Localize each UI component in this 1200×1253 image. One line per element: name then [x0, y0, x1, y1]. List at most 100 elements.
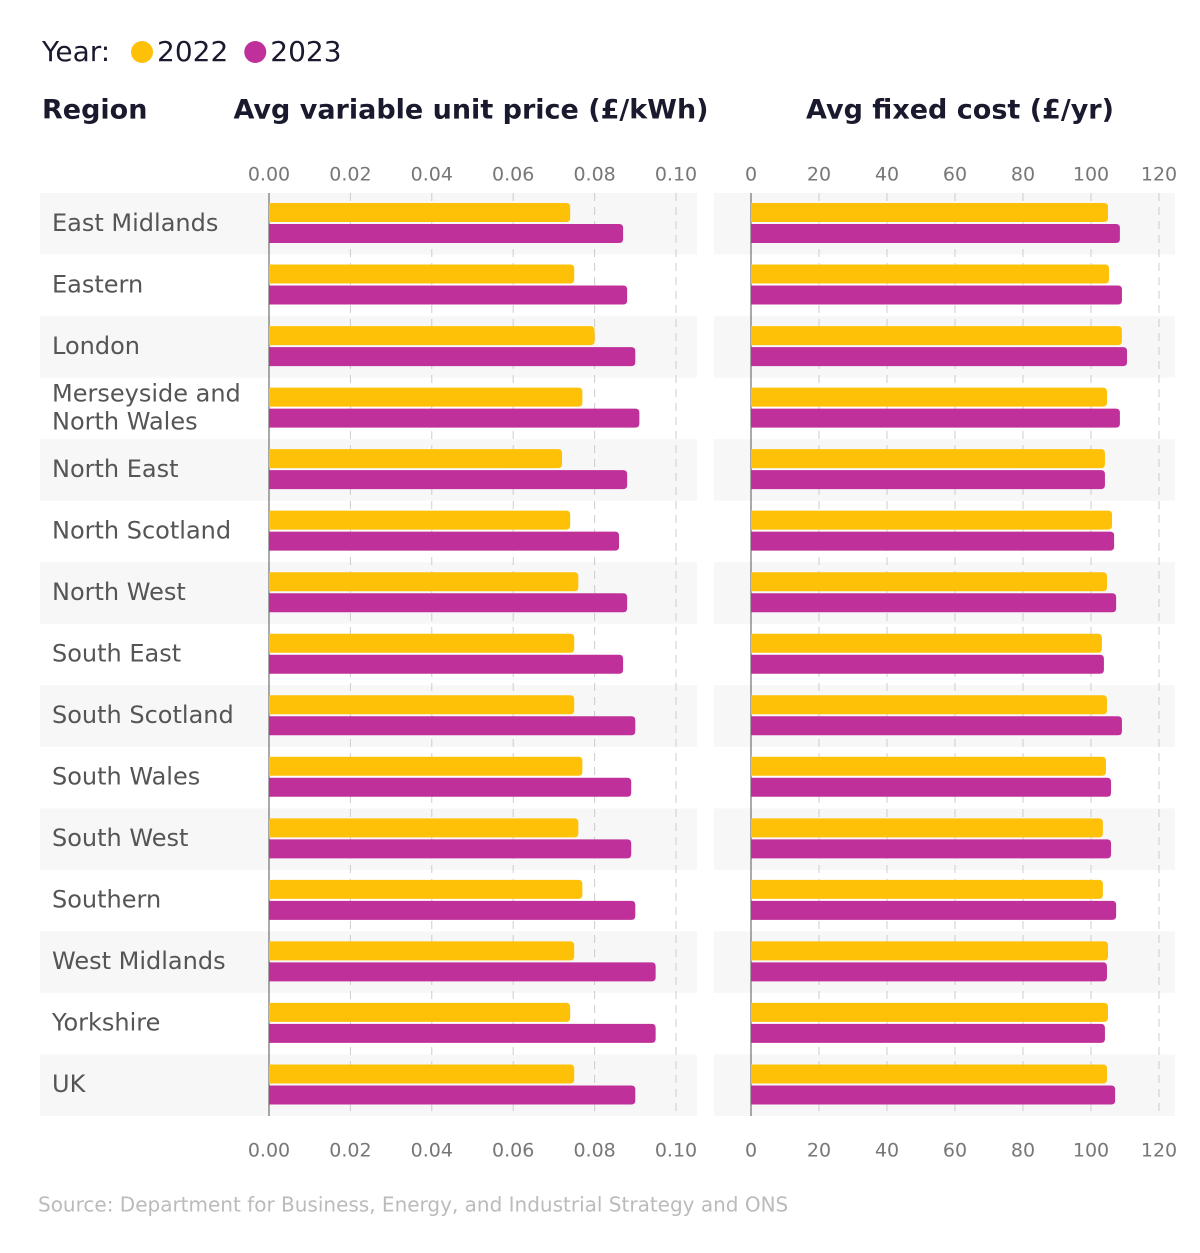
source: Source: Department for Business, Energy,…	[38, 1193, 788, 1217]
category-label: Yorkshire	[51, 1009, 160, 1037]
bar	[269, 756, 583, 776]
row-band	[714, 316, 1175, 378]
chart-title: Avg variable unit price (£/kWh)	[233, 95, 708, 126]
x-tick-label: 20	[807, 164, 831, 186]
bar	[269, 900, 636, 920]
category-label: North West	[52, 578, 186, 606]
x-tick-label: 0.08	[573, 164, 615, 186]
x-tick-label: 100	[1073, 1140, 1109, 1162]
x-tick-label: 20	[807, 1140, 831, 1162]
x-tick-label: 0.02	[329, 1140, 371, 1162]
category-label: North East	[52, 455, 179, 483]
bar	[269, 203, 571, 222]
bar	[269, 593, 628, 613]
bar	[751, 264, 1110, 284]
bar	[269, 408, 640, 428]
bar	[269, 347, 636, 367]
x-tick-label: 40	[875, 1140, 899, 1162]
bar	[269, 839, 632, 859]
chart-title: Avg fixed cost (£/yr)	[806, 95, 1114, 126]
bar	[751, 387, 1107, 407]
bar	[269, 879, 583, 899]
category-label: South Scotland	[52, 701, 234, 729]
bar	[751, 962, 1107, 982]
bar	[751, 408, 1120, 428]
bar	[751, 1002, 1108, 1022]
bar	[269, 1064, 575, 1084]
row-band	[714, 193, 1175, 255]
category-label: London	[52, 332, 140, 360]
category-label: West Midlands	[52, 947, 226, 975]
bar	[751, 224, 1120, 243]
bar	[269, 264, 575, 284]
bar	[269, 510, 571, 530]
category-label: Eastern	[52, 270, 143, 298]
x-tick-label: 0.04	[411, 164, 453, 186]
legend-swatch	[244, 41, 267, 63]
category-label: Southern	[52, 886, 161, 914]
category-label: UK	[52, 1070, 87, 1098]
x-tick-label: 0.10	[655, 164, 697, 186]
x-tick-label: 100	[1073, 164, 1109, 186]
bar	[751, 326, 1122, 346]
x-tick-label: 80	[1011, 1140, 1035, 1162]
bar	[269, 654, 624, 674]
bar	[269, 695, 575, 715]
bar	[751, 203, 1108, 222]
bar	[751, 900, 1117, 920]
category-label: South West	[52, 824, 188, 852]
x-tick-label: 120	[1141, 1140, 1177, 1162]
bar	[269, 531, 620, 551]
bar	[751, 695, 1107, 715]
category-label: North Scotland	[52, 516, 231, 544]
bar	[751, 777, 1112, 797]
bar	[751, 470, 1105, 490]
bar	[269, 387, 583, 407]
x-tick-label: 40	[875, 164, 899, 186]
bar	[751, 879, 1103, 899]
category-label: Merseyside and North Wales	[52, 379, 241, 435]
x-tick-label: 0.00	[248, 164, 290, 186]
bar	[751, 654, 1104, 674]
bar	[751, 633, 1102, 653]
row-header: Region	[42, 95, 147, 126]
row-band	[714, 562, 1175, 624]
bar	[751, 716, 1122, 736]
x-tick-label: 0	[745, 164, 757, 186]
bar	[751, 1064, 1107, 1084]
bar	[269, 716, 636, 736]
bar	[751, 941, 1108, 961]
row-band	[714, 685, 1175, 747]
bar	[751, 510, 1113, 530]
x-tick-label: 0.06	[492, 164, 534, 186]
bar	[269, 962, 656, 982]
bar	[269, 285, 628, 305]
bar	[269, 449, 563, 469]
bar	[751, 531, 1115, 551]
row-band	[714, 439, 1175, 501]
x-tick-label: 0.02	[329, 164, 371, 186]
x-tick-label: 0.04	[411, 1140, 453, 1162]
x-tick-label: 0	[745, 1140, 757, 1162]
x-tick-label: 60	[943, 164, 967, 186]
bar	[269, 470, 628, 490]
x-tick-label: 120	[1141, 164, 1177, 186]
bar	[751, 593, 1117, 613]
x-tick-label: 0.08	[573, 1140, 615, 1162]
legend-swatch	[131, 41, 153, 63]
x-tick-label: 0.00	[248, 1140, 290, 1162]
bar	[269, 1023, 656, 1043]
category-label: East Midlands	[52, 209, 218, 237]
row-band	[714, 931, 1175, 993]
row-band	[714, 808, 1175, 870]
row-band	[714, 1054, 1175, 1116]
bar	[269, 941, 575, 961]
bar	[751, 839, 1112, 859]
bar	[269, 326, 595, 346]
legend-label: 2022	[157, 35, 228, 68]
bar	[751, 347, 1128, 367]
legend-title: Year:	[41, 35, 110, 68]
x-tick-label: 80	[1011, 164, 1035, 186]
category-label: South East	[52, 640, 181, 668]
